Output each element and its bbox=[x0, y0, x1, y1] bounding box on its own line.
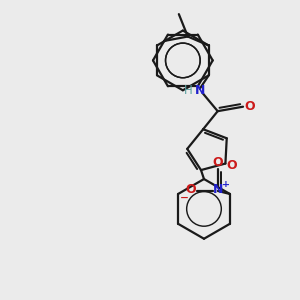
Text: O: O bbox=[227, 158, 237, 172]
Text: N: N bbox=[195, 84, 205, 97]
Text: O: O bbox=[213, 155, 223, 169]
Text: H: H bbox=[183, 84, 192, 97]
Text: O: O bbox=[244, 100, 255, 113]
Text: −: − bbox=[180, 193, 189, 202]
Text: O: O bbox=[185, 183, 196, 196]
Text: N: N bbox=[213, 183, 223, 196]
Text: +: + bbox=[222, 180, 230, 189]
